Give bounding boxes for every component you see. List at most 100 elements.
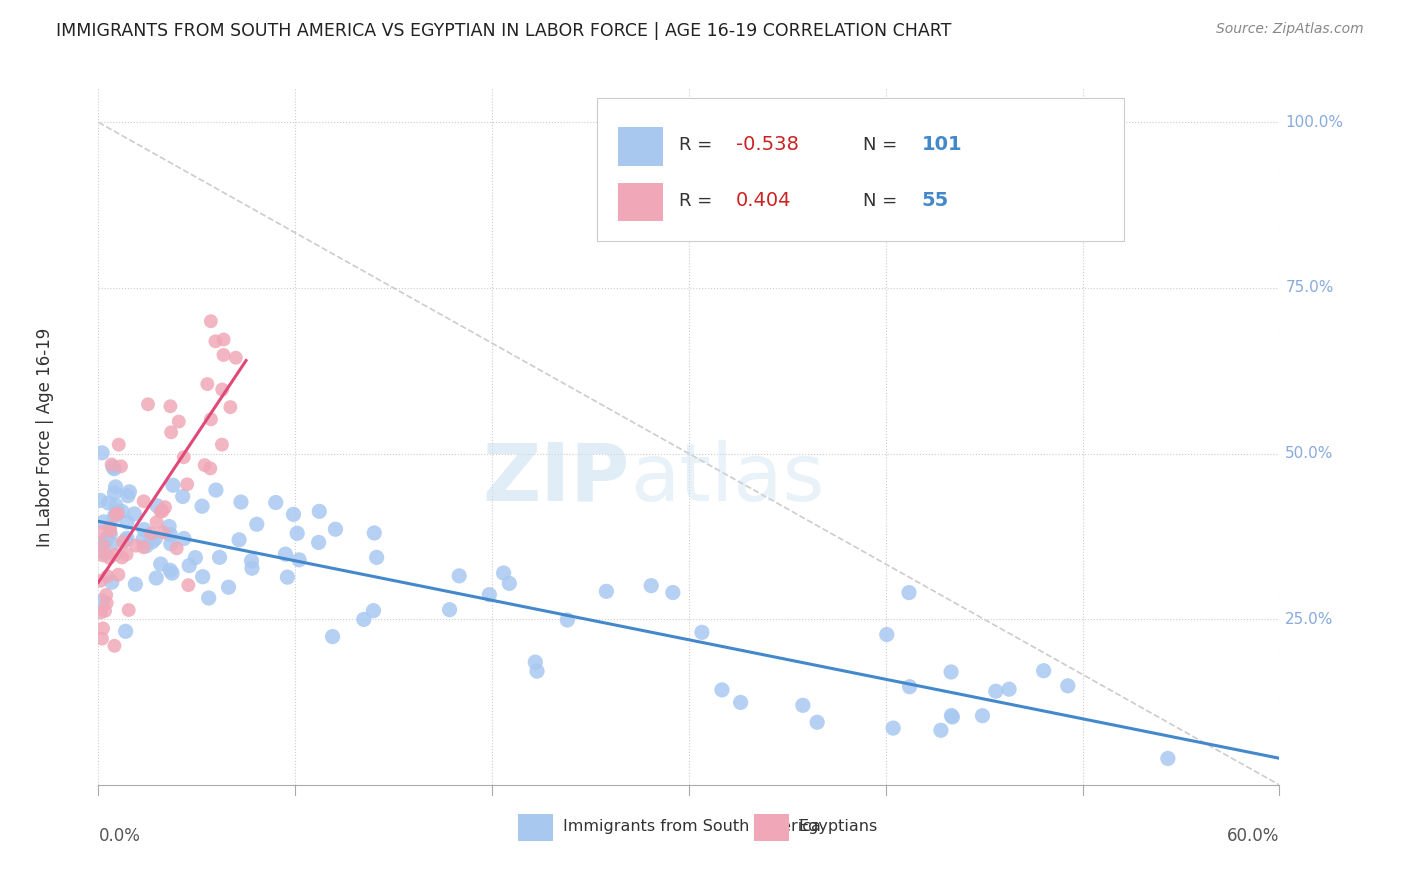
Point [353, 612, 375, 626]
Point [104, 480, 127, 494]
Point [972, 708, 994, 723]
Point [91, 446, 114, 460]
Point [225, 351, 247, 365]
Point [200, 314, 222, 328]
Point [166, 541, 188, 556]
Point [595, 584, 617, 599]
Point [136, 397, 159, 411]
Point [114, 533, 136, 548]
Point [104, 499, 127, 513]
Point [145, 515, 167, 529]
Point [98, 527, 121, 541]
Point [90, 606, 112, 620]
Point [882, 721, 904, 735]
Point [159, 527, 181, 541]
Text: N =: N = [862, 136, 903, 153]
Point [94, 534, 117, 549]
Point [240, 554, 263, 568]
Point [984, 684, 1007, 698]
Point [103, 639, 125, 653]
Point [194, 458, 217, 472]
Point [998, 682, 1021, 697]
Point [94, 604, 117, 618]
Point [212, 333, 235, 347]
Point [640, 579, 662, 593]
Text: 50.0%: 50.0% [1285, 446, 1334, 461]
Point [264, 495, 287, 509]
Point [941, 708, 963, 723]
Point [100, 575, 122, 590]
Point [103, 485, 125, 500]
Point [167, 415, 190, 429]
Point [91, 632, 114, 646]
Point [89, 525, 111, 540]
Text: 101: 101 [921, 136, 962, 154]
Point [179, 558, 201, 573]
Point [205, 483, 228, 497]
Point [191, 570, 214, 584]
Point [876, 627, 898, 641]
Point [104, 508, 127, 522]
Point [283, 508, 305, 522]
Text: 25.0%: 25.0% [1285, 612, 1334, 627]
Point [710, 682, 733, 697]
Point [288, 553, 311, 567]
Point [89, 493, 111, 508]
Text: 0.404: 0.404 [737, 191, 792, 210]
Text: Immigrants from South America: Immigrants from South America [562, 819, 821, 834]
Point [322, 630, 344, 644]
Point [96, 569, 118, 583]
Point [898, 680, 921, 694]
Point [103, 462, 125, 476]
FancyBboxPatch shape [596, 97, 1123, 241]
Text: 100.0%: 100.0% [1285, 115, 1343, 130]
Text: 60.0%: 60.0% [1227, 827, 1279, 845]
Point [124, 577, 146, 591]
Point [172, 490, 194, 504]
Point [325, 522, 347, 536]
Point [132, 523, 155, 537]
Point [173, 532, 195, 546]
Point [941, 710, 963, 724]
Point [145, 571, 167, 585]
Point [160, 425, 183, 440]
Point [1157, 751, 1180, 765]
Point [118, 484, 141, 499]
Point [103, 509, 125, 524]
Point [274, 547, 297, 561]
Point [439, 602, 461, 616]
Point [176, 477, 198, 491]
Point [177, 578, 200, 592]
Point [115, 515, 138, 529]
Text: 55: 55 [921, 191, 949, 210]
Point [115, 532, 138, 546]
Point [132, 540, 155, 554]
Point [308, 504, 330, 518]
Point [105, 504, 128, 518]
Point [173, 450, 195, 465]
Point [100, 458, 122, 472]
Point [806, 715, 828, 730]
Point [146, 499, 169, 513]
Text: Source: ZipAtlas.com: Source: ZipAtlas.com [1216, 22, 1364, 37]
Point [132, 533, 155, 547]
Point [135, 539, 157, 553]
Point [97, 496, 120, 510]
Text: In Labor Force | Age 16-19: In Labor Force | Age 16-19 [37, 327, 55, 547]
Text: R =: R = [679, 136, 718, 153]
Point [93, 515, 115, 529]
Point [218, 580, 240, 594]
Point [141, 534, 163, 549]
Point [111, 550, 134, 565]
Point [93, 539, 115, 553]
Point [98, 520, 121, 534]
Point [229, 495, 252, 509]
Point [208, 550, 231, 565]
Text: 75.0%: 75.0% [1285, 280, 1334, 295]
Point [111, 504, 134, 518]
Point [149, 557, 172, 571]
Point [159, 563, 181, 577]
Point [308, 535, 330, 549]
Point [107, 437, 129, 451]
Point [363, 604, 385, 618]
